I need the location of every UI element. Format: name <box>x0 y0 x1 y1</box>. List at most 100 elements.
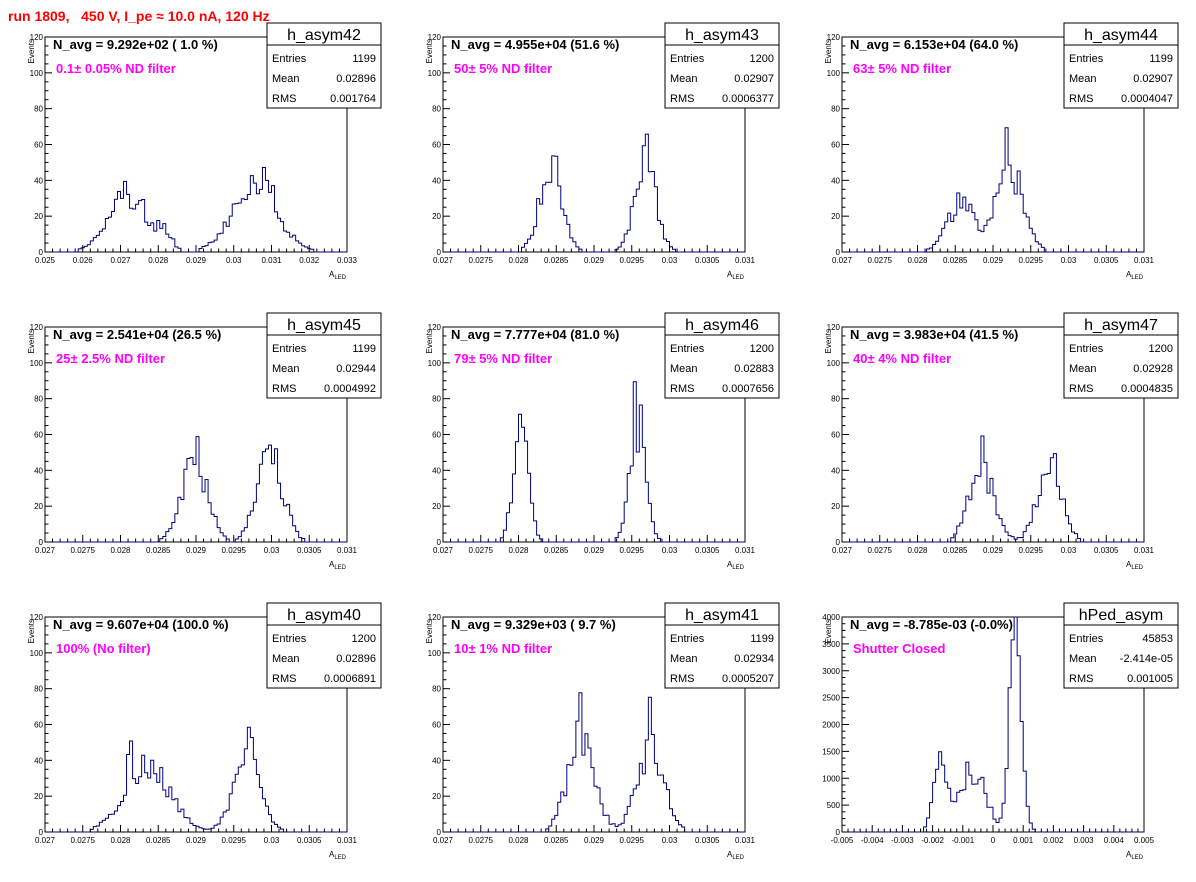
stats-title: h_asym43 <box>685 27 759 44</box>
stats-row-label: Mean <box>1069 73 1097 85</box>
y-tick-label: 0 <box>836 248 841 257</box>
stats-box <box>664 602 780 689</box>
filter-label: 63± 5% ND filter <box>853 61 951 76</box>
x-axis-title-main: A <box>1126 270 1132 279</box>
x-tick-label: 0.026 <box>73 256 94 265</box>
y-tick-label: 120 <box>428 323 442 332</box>
x-tick-label: 0.0285 <box>943 546 968 555</box>
x-tick-label: 0.0295 <box>222 546 247 555</box>
y-tick-label: 80 <box>831 395 840 404</box>
x-axis-title-main: A <box>727 560 733 569</box>
y-axis-title: Events <box>27 619 36 643</box>
stats-title: hPed_asym <box>1079 607 1164 624</box>
stats-row-label: Mean <box>670 73 698 85</box>
stats-row-value: 1199 <box>352 343 376 355</box>
y-axis-title: Events <box>425 329 434 353</box>
stats-box <box>1063 312 1179 399</box>
x-tick-label: 0.0285 <box>146 836 171 845</box>
y-tick-label: 20 <box>34 792 43 801</box>
stats-row-value: 0.0004047 <box>1121 93 1173 105</box>
stats-title: h_asym47 <box>1084 317 1158 334</box>
x-tick-label: 0.002 <box>1043 836 1064 845</box>
stats-row-value: 0.0004835 <box>1121 383 1173 395</box>
x-tick-label: 0.03 <box>1061 546 1077 555</box>
x-axis-title-sub: LED <box>334 275 346 281</box>
x-tick-label: 0.028 <box>508 256 529 265</box>
navg-label: N_avg = 3.983e+04 (41.5 %) <box>850 327 1018 342</box>
y-tick-label: 0 <box>437 828 442 837</box>
stats-row-label: Entries <box>1069 343 1104 355</box>
stats-row-value: 0.02907 <box>734 73 774 85</box>
x-axis-title-sub: LED <box>1131 565 1143 571</box>
y-tick-label: 20 <box>432 792 441 801</box>
y-tick-label: 100 <box>30 359 44 368</box>
stats-row-label: Entries <box>272 53 307 65</box>
y-tick-label: 120 <box>827 323 841 332</box>
filter-label: Shutter Closed <box>853 641 946 656</box>
y-axis-title: Events <box>27 329 36 353</box>
y-tick-label: 100 <box>428 359 442 368</box>
stats-title: h_asym41 <box>685 607 759 624</box>
stats-row-value: 0.0006377 <box>722 93 774 105</box>
stats-row-label: Entries <box>1069 633 1104 645</box>
x-tick-label: 0.032 <box>299 256 320 265</box>
histogram-panel-h-asym44: 0.027 0.0275 0.028 0.0285 0.029 0.0295 0.03 0.0… <box>797 20 1183 302</box>
stats-box <box>266 312 382 399</box>
x-axis-title-sub: LED <box>1131 855 1143 861</box>
navg-label: N_avg = 9.329e+03 ( 9.7 %) <box>451 617 616 632</box>
y-tick-label: 60 <box>432 141 441 150</box>
x-axis-title-sub: LED <box>334 855 346 861</box>
x-tick-label: 0.027 <box>832 256 853 265</box>
stats-title: h_asym44 <box>1084 27 1158 44</box>
stats-row-label: Mean <box>1069 653 1097 665</box>
x-tick-label: -0.002 <box>921 836 944 845</box>
x-tick-label: 0.029 <box>983 256 1004 265</box>
x-tick-label: 0.005 <box>1134 836 1155 845</box>
y-tick-label: 40 <box>432 756 441 765</box>
y-tick-label: 80 <box>432 395 441 404</box>
stats-row-value: 0.02944 <box>336 363 376 375</box>
y-axis-title: Events <box>824 619 833 643</box>
y-tick-label: 120 <box>428 33 442 42</box>
y-tick-label: 1000 <box>822 774 840 783</box>
stats-row-label: Mean <box>670 653 698 665</box>
x-tick-label: 0.031 <box>735 256 756 265</box>
y-tick-label: 40 <box>432 176 441 185</box>
x-tick-label: 0.0305 <box>297 836 322 845</box>
filter-label: 79± 5% ND filter <box>454 351 552 366</box>
x-tick-label: 0.03 <box>662 256 678 265</box>
y-tick-label: 120 <box>30 323 44 332</box>
y-tick-label: 0 <box>39 538 44 547</box>
stats-row-label: Entries <box>272 633 307 645</box>
stats-row-label: RMS <box>670 93 694 105</box>
y-tick-label: 0 <box>437 248 442 257</box>
y-tick-label: 120 <box>428 613 442 622</box>
stats-row-label: Mean <box>272 653 300 665</box>
histogram-svg: -0.005 -0.004 -0.003 -0.002 -0.001 0 0.001 0.00… <box>822 602 1179 861</box>
x-tick-label: 0.033 <box>337 256 358 265</box>
navg-label: N_avg = 4.955e+04 (51.6 %) <box>451 37 619 52</box>
canvas-title: run 1809, 450 V, I_pe ≈ 10.0 nA, 120 Hz <box>8 8 270 24</box>
x-axis-title: ALED <box>727 560 745 571</box>
x-tick-label: 0.029 <box>983 546 1004 555</box>
stats-row-value: 1200 <box>750 343 774 355</box>
x-axis-title: ALED <box>1126 270 1144 281</box>
stats-row-label: Mean <box>272 73 300 85</box>
stats-row-label: Entries <box>670 633 705 645</box>
stats-row-value: 0.001764 <box>330 93 376 105</box>
y-axis-title: Events <box>425 39 434 63</box>
y-tick-label: 20 <box>831 502 840 511</box>
x-tick-label: 0.0275 <box>469 836 494 845</box>
x-tick-label: 0.03 <box>662 546 678 555</box>
x-tick-label: 0.031 <box>735 546 756 555</box>
stats-row-value: 0.001005 <box>1127 673 1173 685</box>
histogram-panel-h-asym40: 0.027 0.0275 0.028 0.0285 0.029 0.0295 0.03 0.0… <box>0 600 386 882</box>
stats-row-label: RMS <box>670 673 694 685</box>
x-tick-label: 0.0275 <box>469 256 494 265</box>
stats-row-label: RMS <box>1069 93 1093 105</box>
x-tick-label: 0.028 <box>907 256 928 265</box>
x-tick-label: 0.029 <box>186 546 207 555</box>
x-tick-label: 0.0295 <box>1019 256 1044 265</box>
x-tick-label: 0.031 <box>1134 256 1155 265</box>
navg-label: N_avg = 7.777e+04 (81.0 %) <box>451 327 619 342</box>
